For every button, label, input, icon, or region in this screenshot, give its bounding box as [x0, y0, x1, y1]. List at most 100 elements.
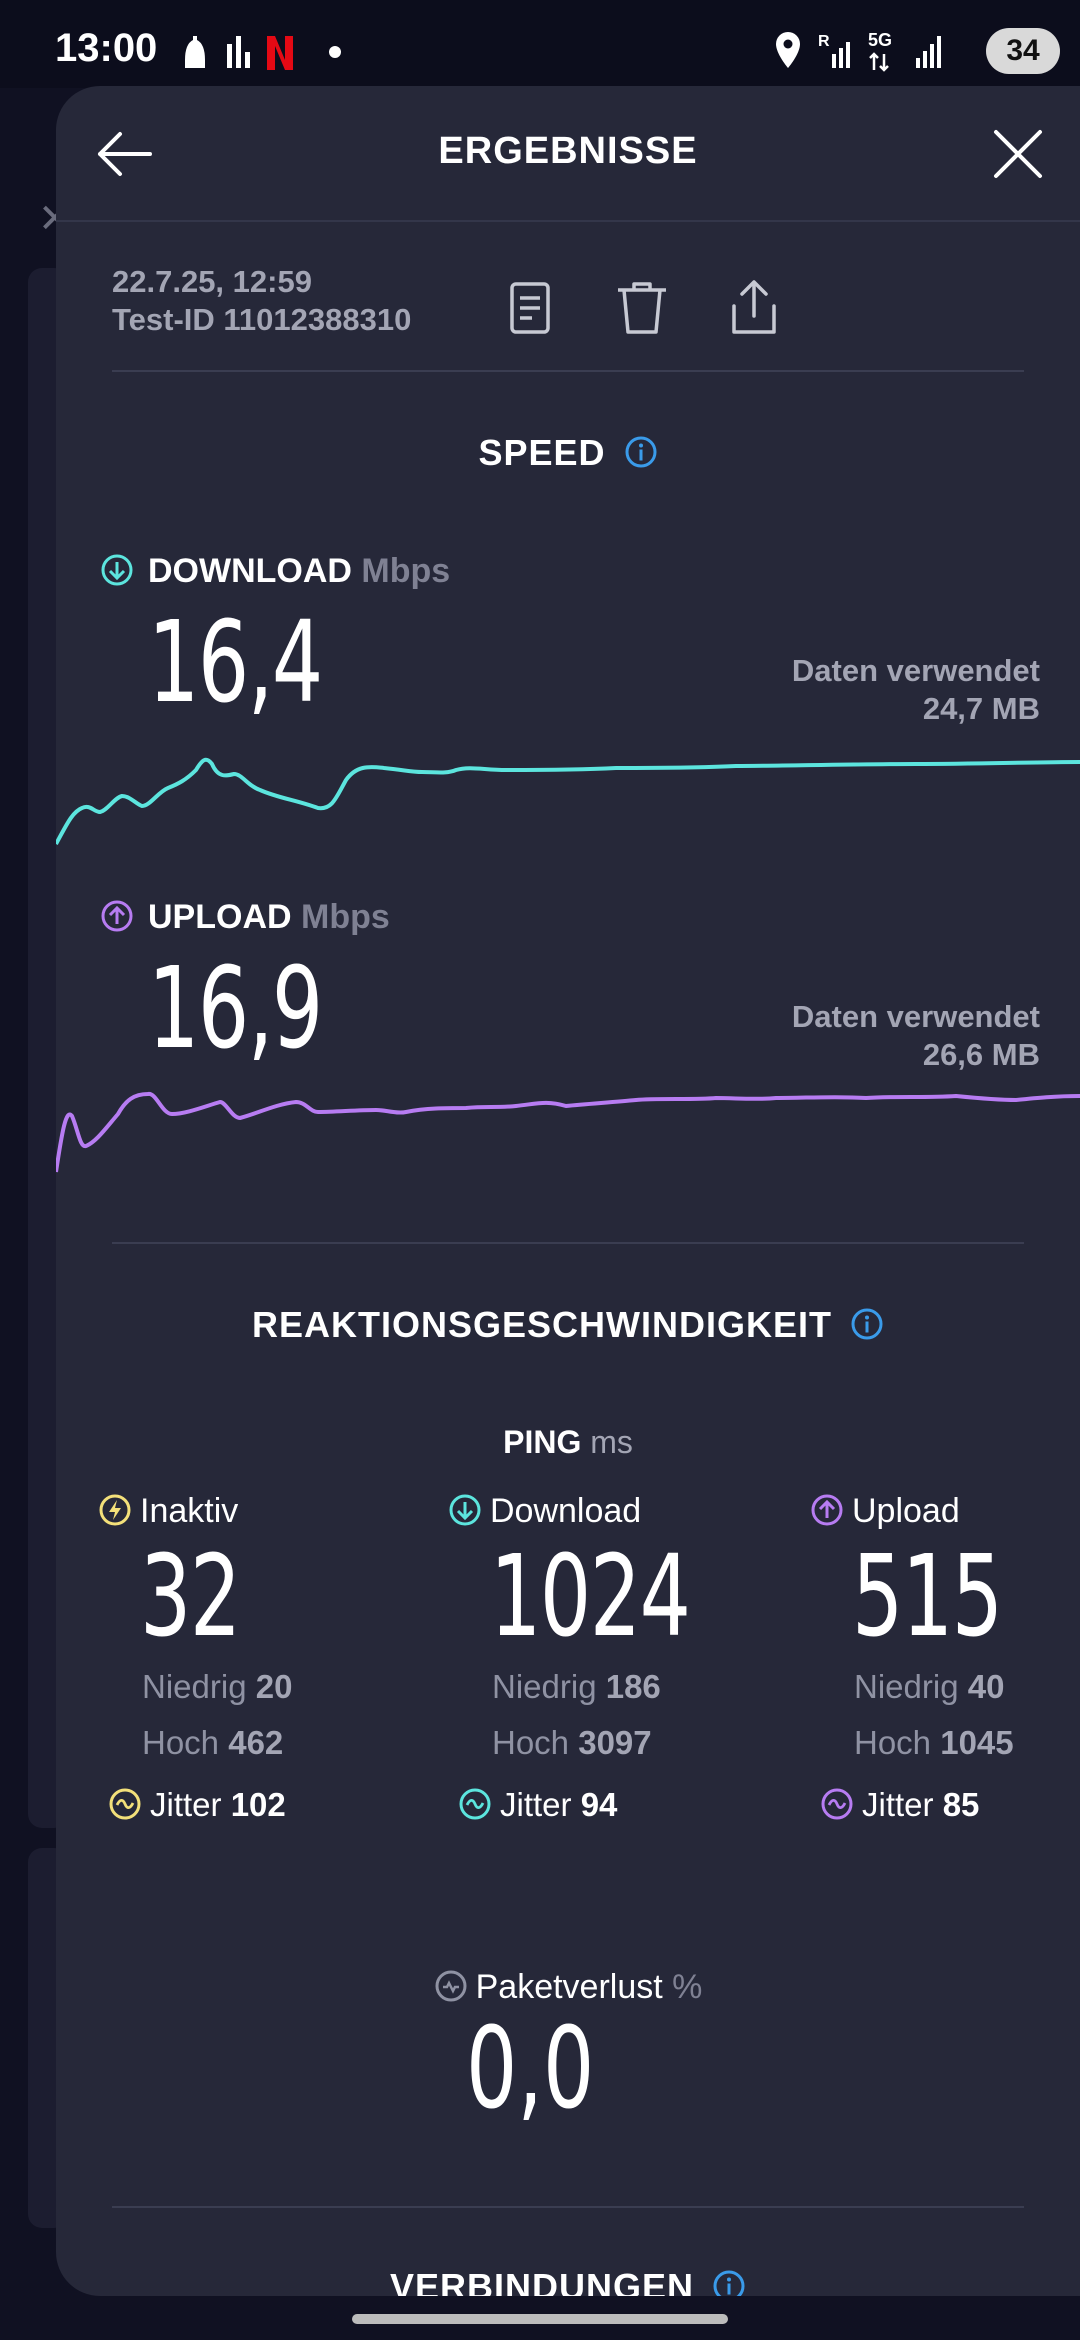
ping-upload-label: Upload: [810, 1492, 960, 1531]
upload-arrow-icon: [811, 1494, 843, 1526]
speed-title: SPEED: [478, 432, 606, 473]
status-time: 13:00: [55, 26, 158, 70]
ping-upload-value: 515: [852, 1532, 1003, 1662]
download-data-used-label: Daten verwendet: [791, 653, 1040, 688]
divider: [112, 2206, 1024, 2208]
packet-loss-label-text: Paketverlust: [475, 1968, 663, 2006]
download-data-used: Daten verwendet 24,7 MB: [792, 652, 1040, 728]
signal-icon: [916, 36, 941, 68]
connections-title: VERBINDUNGEN: [389, 2266, 695, 2296]
ping-label: PING: [503, 1424, 582, 1460]
ping-idle-jitter: Jitter 102: [108, 1786, 286, 1824]
ping-upload-low: Niedrig 40: [854, 1668, 1004, 1706]
upload-data-used: Daten verwendet 26,6 MB: [792, 998, 1040, 1074]
upload-data-used-value: 26,6 MB: [922, 1037, 1040, 1072]
packet-loss-label: Paketverlust %: [56, 1968, 1080, 2007]
ping-idle-high-value: 462: [228, 1724, 284, 1761]
arrow-left-icon: [98, 132, 152, 176]
download-speed-line: [56, 757, 1080, 845]
share-icon: [732, 280, 776, 334]
ping-idle-column: Inaktiv 32 Niedrig 20 Hoch 462 Jitter 10…: [98, 1492, 398, 1892]
ping-upload-high-label: Hoch: [854, 1724, 932, 1761]
speed-info-icon[interactable]: [624, 435, 658, 469]
ping-download-jitter-value: 94: [580, 1786, 618, 1823]
ping-title: PING ms: [56, 1424, 1080, 1461]
upload-label: UPLOAD Mbps: [100, 898, 390, 937]
status-system-icons: R 5G: [776, 30, 941, 72]
close-button[interactable]: [986, 122, 1050, 186]
ping-idle-low-label: Niedrig: [142, 1668, 247, 1705]
download-label-text: DOWNLOAD: [148, 552, 352, 590]
ping-download-low-value: 186: [605, 1668, 661, 1705]
home-indicator[interactable]: [352, 2314, 728, 2324]
ping-upload-jitter-label: Jitter: [862, 1786, 934, 1823]
ping-upload-label-text: Upload: [852, 1492, 960, 1530]
ping-idle-jitter-label: Jitter: [150, 1786, 222, 1823]
results-sheet: ERGEBNISSE 22.7.25, 12:59 Test-ID 110123…: [56, 86, 1080, 2296]
ping-idle-jitter-value: 102: [230, 1786, 286, 1823]
upload-unit: Mbps: [301, 898, 390, 936]
packet-loss-value: 0,0: [466, 2004, 595, 2134]
share-button[interactable]: [722, 276, 786, 340]
ping-download-jitter-label: Jitter: [500, 1786, 572, 1823]
trash-icon: [618, 282, 666, 334]
5g-icon: 5G: [868, 30, 892, 72]
netflix-icon: [267, 36, 293, 70]
page-title: ERGEBNISSE: [438, 130, 698, 172]
jitter-wave-icon: [109, 1788, 141, 1820]
ping-download-high-label: Hoch: [492, 1724, 570, 1761]
details-button[interactable]: [498, 276, 562, 340]
responsiveness-title: REAKTIONSGESCHWINDIGKEIT: [251, 1304, 832, 1345]
close-icon: [994, 130, 1042, 178]
responsiveness-section-title: REAKTIONSGESCHWINDIGKEIT: [56, 1304, 1080, 1346]
jitter-wave-icon: [821, 1788, 853, 1820]
upload-label-text: UPLOAD: [148, 898, 292, 936]
connections-info-icon[interactable]: [712, 2269, 746, 2296]
speed-section-title: SPEED: [56, 432, 1080, 474]
idle-lightning-icon: [99, 1494, 131, 1526]
ping-upload-jitter: Jitter 85: [820, 1786, 979, 1824]
test-id: Test-ID 11012388310: [112, 302, 412, 337]
delete-button[interactable]: [610, 276, 674, 340]
download-speed-value: 16,4: [148, 598, 323, 728]
jitter-wave-icon: [459, 1788, 491, 1820]
svg-text:5G: 5G: [868, 30, 892, 50]
bars-icon: [227, 36, 250, 68]
ping-download-high: Hoch 3097: [492, 1724, 652, 1762]
notification-icon: [185, 36, 205, 68]
download-arrow-icon: [449, 1494, 481, 1526]
connections-section-title: VERBINDUNGEN: [56, 2266, 1080, 2296]
packet-loss-icon: [435, 1970, 467, 2002]
ping-idle-high: Hoch 462: [142, 1724, 283, 1762]
ping-idle-low: Niedrig 20: [142, 1668, 292, 1706]
ping-download-low: Niedrig 186: [492, 1668, 661, 1706]
ping-upload-column: Upload 515 Niedrig 40 Hoch 1045 Jitter 8…: [810, 1492, 1080, 1892]
ping-download-column: Download 1024 Niedrig 186 Hoch 3097 Jitt…: [448, 1492, 748, 1892]
back-button[interactable]: [92, 122, 156, 186]
download-unit: Mbps: [361, 552, 451, 590]
svg-text:R: R: [818, 33, 830, 50]
ping-download-label: Download: [448, 1492, 641, 1531]
ping-download-high-value: 3097: [578, 1724, 652, 1761]
location-icon: [776, 32, 800, 68]
ping-upload-low-value: 40: [967, 1668, 1005, 1705]
upload-speed-graph: [56, 1092, 1080, 1173]
roaming-signal-icon: R: [818, 33, 850, 68]
status-notification-icons: [185, 36, 341, 70]
divider: [112, 370, 1024, 372]
download-speed-graph: [56, 757, 1080, 845]
ping-download-jitter: Jitter 94: [458, 1786, 617, 1824]
ping-upload-high-value: 1045: [940, 1724, 1014, 1761]
ping-idle-high-label: Hoch: [142, 1724, 220, 1761]
responsiveness-info-icon[interactable]: [850, 1307, 884, 1341]
ping-idle-label: Inaktiv: [98, 1492, 238, 1531]
ping-idle-low-value: 20: [255, 1668, 293, 1705]
dot-icon: [329, 46, 341, 58]
ping-download-low-label: Niedrig: [492, 1668, 597, 1705]
packet-loss-unit: %: [672, 1968, 703, 2006]
ping-upload-low-label: Niedrig: [854, 1668, 959, 1705]
test-date: 22.7.25, 12:59: [112, 264, 312, 299]
upload-speed-line: [56, 1092, 1080, 1173]
upload-arrow-icon: [101, 900, 133, 932]
download-arrow-icon: [101, 554, 133, 586]
